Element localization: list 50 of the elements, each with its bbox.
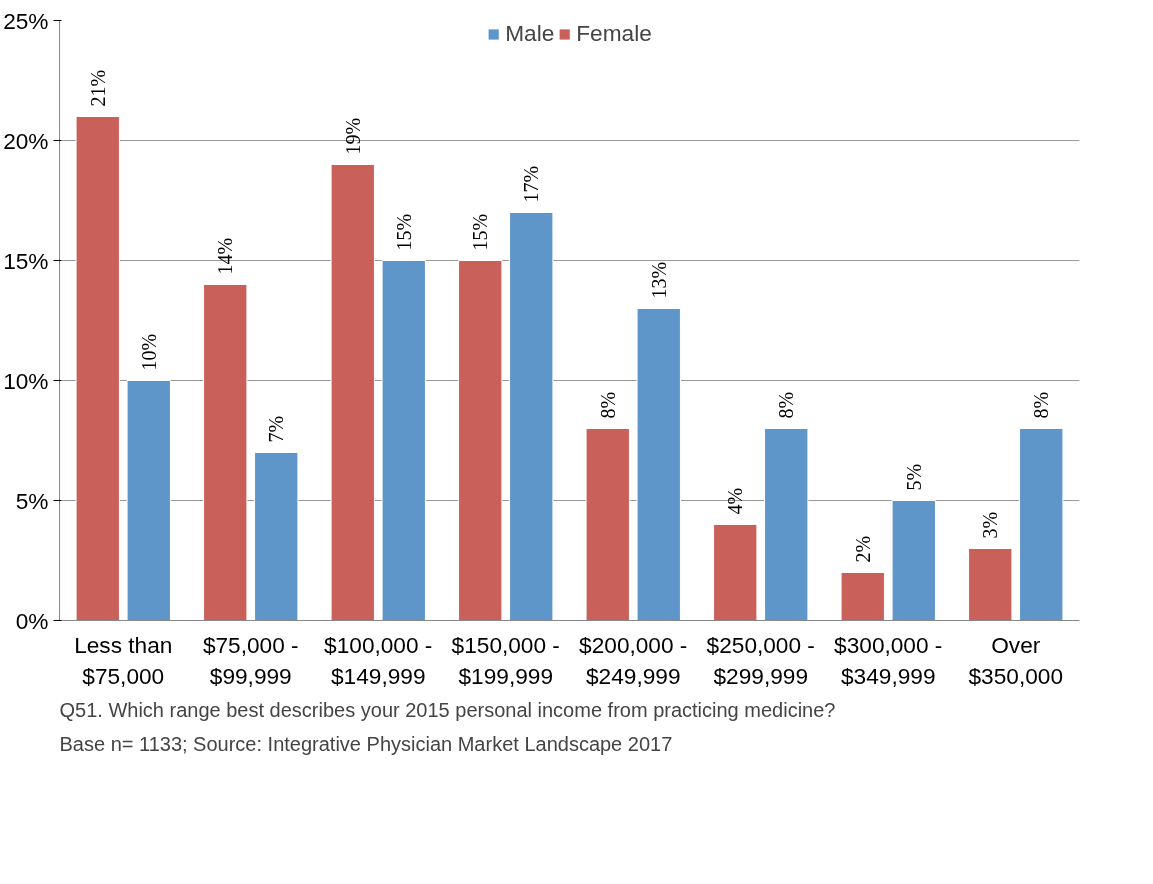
text: Base n= 1133; Source: Integrative Physician Market Landscape 2017 [59, 732, 673, 755]
data-label: 10% [137, 333, 160, 371]
y-tick-label: 15% [3, 247, 49, 274]
x-tick-label: $300,000 - $349,999 [834, 631, 943, 689]
bar [968, 548, 1013, 621]
bar [203, 284, 248, 621]
data-label: 15% [469, 213, 492, 251]
data-label: 8% [775, 391, 798, 419]
bar [75, 116, 120, 621]
data-label: 7% [265, 415, 288, 443]
bar [585, 428, 630, 621]
data-label: 4% [724, 487, 747, 515]
y-tick-label: 5% [15, 487, 49, 514]
bar [636, 308, 681, 621]
legend-label: Female [576, 20, 652, 47]
y-tick-label: 10% [3, 367, 49, 394]
legend-label: Male [505, 20, 555, 47]
data-label: 5% [902, 463, 925, 491]
data-label: 13% [647, 261, 670, 299]
bar [713, 524, 758, 621]
bar [254, 452, 299, 621]
x-tick-label: $200,000 - $249,999 [579, 631, 688, 689]
data-label: 3% [979, 511, 1002, 539]
data-label: 15% [392, 213, 415, 251]
bar [840, 572, 885, 621]
data-label: 2% [851, 535, 874, 563]
bar [1019, 428, 1064, 621]
data-label: 19% [341, 117, 364, 155]
x-tick-label: $75,000 - $99,999 [202, 631, 299, 689]
x-tick-label: $250,000 - $299,999 [706, 631, 815, 689]
data-label: 8% [1030, 391, 1053, 419]
text: Q51. Which range best describes your 2015 personal income from practicing medicine? [59, 698, 836, 721]
bar [891, 500, 936, 621]
y-tick-label: 20% [3, 127, 49, 154]
x-tick-label: Less than $75,000 [74, 631, 173, 689]
bar [381, 260, 426, 621]
bar [330, 164, 375, 621]
x-tick-label: $100,000 - $149,999 [324, 631, 433, 689]
x-tick-label: $150,000 - $199,999 [451, 631, 560, 689]
data-label: 14% [214, 237, 237, 275]
bar [509, 212, 554, 621]
data-label: 17% [520, 165, 543, 203]
x-tick-label: Over $350,000 [968, 631, 1063, 689]
data-label: 21% [86, 69, 109, 107]
bar [764, 428, 809, 621]
bar [458, 260, 503, 621]
y-tick-label: 0% [15, 607, 49, 634]
y-tick-label: 25% [3, 7, 49, 34]
data-label: 8% [596, 391, 619, 419]
bar [126, 380, 171, 621]
